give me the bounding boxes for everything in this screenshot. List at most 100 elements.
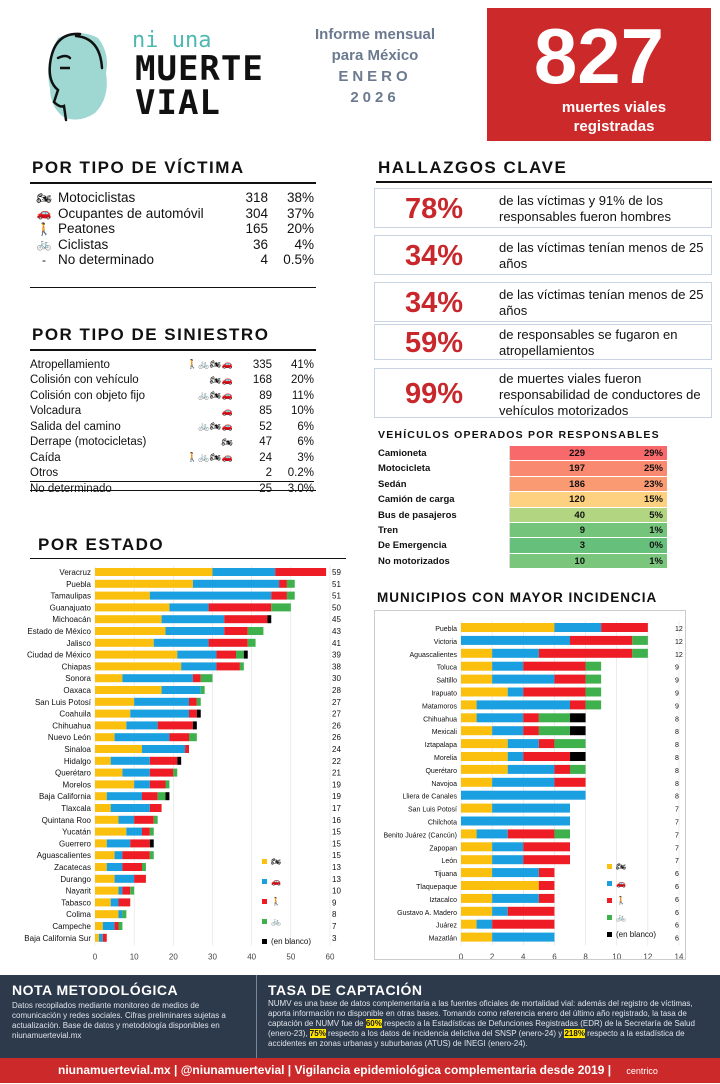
total-label: 7: [675, 807, 679, 814]
bar-segment: [523, 687, 586, 697]
bar-segment: [461, 726, 493, 736]
bar-segment: [585, 661, 602, 671]
total-label: 27: [332, 710, 341, 719]
category-label: Guerrero: [59, 839, 92, 848]
total-label: 8: [332, 910, 337, 919]
accident-percent: 6%: [297, 420, 314, 433]
accident-count: 335: [252, 358, 272, 371]
bar-segment: [461, 752, 508, 761]
bar-segment: [142, 792, 158, 801]
car-icon: 🚗: [36, 206, 52, 221]
bar-segment: [476, 919, 493, 929]
category-label: Estado de México: [27, 627, 91, 636]
bar-segment: [507, 906, 555, 916]
tick-label: 0: [93, 953, 98, 962]
accidents-title: POR TIPO DE SINIESTRO: [32, 325, 270, 344]
tasa-text: NUMV es una base de datos complementaria…: [268, 999, 695, 1048]
bar-segment: [461, 906, 493, 916]
bar-segment: [95, 662, 182, 671]
bar-segment: [212, 568, 276, 576]
accident-percent: 10%: [290, 405, 314, 418]
accident-icons: 🚗: [221, 405, 233, 416]
accident-icons: 🚲 🏍 🚗: [198, 421, 233, 432]
report-title: Informe mensual para México ENERO 2026: [314, 26, 436, 106]
accident-icons: [148, 481, 232, 497]
bar-segment: [118, 922, 123, 930]
finding-card: 78% de las víctimas y 91% de los responsa…: [374, 188, 712, 228]
bar-segment: [95, 686, 162, 694]
bar-segment: [200, 674, 213, 683]
total-label: 8: [675, 716, 679, 723]
finding-text: de las víctimas y 91% de los responsable…: [499, 193, 671, 224]
bar-segment: [173, 768, 178, 777]
bar-segment: [461, 919, 477, 929]
category-label: Chiapas: [62, 662, 91, 671]
total-label: 24: [332, 745, 341, 754]
category-label: Michoacán: [52, 615, 91, 624]
category-label: Tamaulipas: [51, 592, 91, 601]
bar-segment: [95, 768, 123, 777]
bar-segment: [461, 932, 493, 942]
category-label: Saltillo: [436, 678, 457, 685]
bar-segment: [461, 777, 493, 787]
category-label: San Luis Potosí: [35, 698, 92, 707]
total-label: 12: [675, 626, 683, 633]
bar-segment: [461, 803, 493, 813]
bar-segment: [275, 568, 327, 576]
bar-segment: [538, 713, 570, 723]
bar-segment: [118, 898, 131, 907]
total-label: 8: [675, 768, 679, 775]
accident-label: No determinado: [30, 483, 112, 495]
accident-label: Otros: [30, 467, 59, 479]
accident-label: Derrape (motocicletas): [30, 436, 147, 449]
bar-segment: [114, 922, 119, 930]
category-label: Nayarit: [66, 887, 92, 896]
legend-label: 🚗: [616, 879, 626, 888]
tick-label: 10: [612, 953, 621, 961]
bar-segment: [216, 650, 236, 659]
victim-row: 🚲 Ciclistas 36 4%: [30, 237, 314, 253]
victims-title: POR TIPO DE VÍCTIMA: [32, 158, 245, 177]
finding-percent: 59%: [404, 327, 464, 359]
total-label: 6: [675, 884, 679, 891]
vehicles-table: Camioneta 229 29% Motocicleta 197 25% Sedán 186…: [376, 446, 667, 570]
total-label: 9: [675, 665, 679, 672]
bar-segment: [114, 874, 135, 883]
bar-segment: [570, 635, 633, 645]
bar-segment: [95, 638, 154, 647]
bar-segment: [181, 662, 217, 671]
motorcycle-icon: 🏍: [36, 190, 52, 205]
total-label: 6: [675, 936, 679, 943]
vehicle-row: Camioneta 229 29%: [376, 446, 667, 462]
accident-row: Derrape (motocicletas) 🏍 47 6%: [30, 435, 314, 451]
legend-label: 🏍: [271, 857, 282, 866]
bar-segment: [492, 893, 539, 903]
bar-segment: [122, 768, 150, 777]
total-label: 6: [675, 910, 679, 917]
legend-swatch: [262, 879, 267, 884]
accident-row: Colisión con objeto fijo 🚲 🏍 🚗 89 11%: [30, 388, 314, 404]
bar-segment: [492, 906, 508, 916]
total-label: 26: [332, 721, 341, 730]
bar-segment: [95, 780, 135, 789]
category-label: Tlaquepaque: [416, 884, 457, 891]
tick-label: 20: [169, 953, 178, 962]
bar-segment: [118, 815, 135, 824]
category-label: Tlaxcala: [61, 804, 91, 813]
total-label: 15: [332, 851, 341, 860]
bar-segment: [476, 713, 524, 723]
total-label: 8: [675, 794, 679, 801]
bar-segment: [149, 591, 272, 600]
bar-segment: [208, 638, 248, 647]
accident-label: Colisión con objeto fijo: [30, 389, 146, 402]
accident-count: 2: [265, 467, 272, 479]
bar-segment: [585, 674, 602, 684]
bar-segment: [507, 764, 555, 774]
bar-segment: [461, 674, 493, 684]
accident-percent: 3.0%: [287, 483, 314, 495]
bar-segment: [130, 886, 135, 895]
total-label: 8: [675, 781, 679, 788]
total-label: 9: [675, 678, 679, 685]
bar-segment: [461, 893, 493, 903]
divider: [376, 181, 712, 183]
